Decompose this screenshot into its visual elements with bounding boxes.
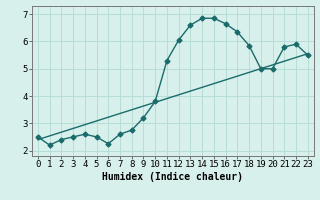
X-axis label: Humidex (Indice chaleur): Humidex (Indice chaleur)	[102, 172, 243, 182]
